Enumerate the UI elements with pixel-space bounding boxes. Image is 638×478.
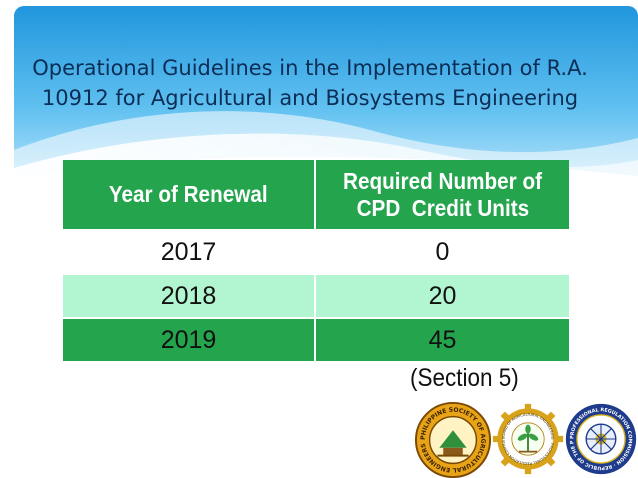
psae-logo: PHILIPPINE SOCIETY OF AGRICULTURAL ENGIN… bbox=[414, 401, 492, 478]
cell-year: 2018 bbox=[63, 273, 316, 318]
section-reference: (Section 5) bbox=[410, 364, 519, 392]
slide-title: Operational Guidelines in the Implementa… bbox=[20, 53, 600, 113]
cpd-requirements-table: Year of Renewal Required Number of CPD C… bbox=[63, 160, 569, 361]
cell-credit-units: 20 bbox=[315, 273, 569, 318]
column-header-year: Year of Renewal bbox=[63, 160, 316, 230]
column-header-credit-units-line-1: Required Number of bbox=[343, 167, 542, 194]
cell-credit-units: 0 bbox=[315, 229, 569, 274]
slide-title-line-1: Operational Guidelines in the Implementa… bbox=[32, 56, 588, 80]
table-row: 2018 20 bbox=[63, 273, 569, 318]
cell-credit-units: 45 bbox=[315, 317, 569, 361]
prc-logo: PROFESSIONAL REGULATION COMMISSION · REP… bbox=[564, 401, 637, 475]
table-row: 2019 45 bbox=[63, 317, 569, 361]
column-header-credit-units: Required Number of CPD Credit Units bbox=[315, 160, 569, 230]
slide-title-line-2: 10912 for Agricultural and Biosystems En… bbox=[41, 86, 579, 110]
column-header-credit-units-line-2: CPD Credit Units bbox=[356, 194, 529, 221]
cell-year: 2019 bbox=[63, 317, 316, 361]
table-row: 2017 0 bbox=[63, 229, 569, 274]
board-of-agricultural-engineering-logo: BOARD OF AGRICULTURAL ENGINEERING · PROF… bbox=[492, 401, 564, 475]
table-header-row: Year of Renewal Required Number of CPD C… bbox=[63, 160, 569, 230]
cell-year: 2017 bbox=[63, 229, 316, 274]
